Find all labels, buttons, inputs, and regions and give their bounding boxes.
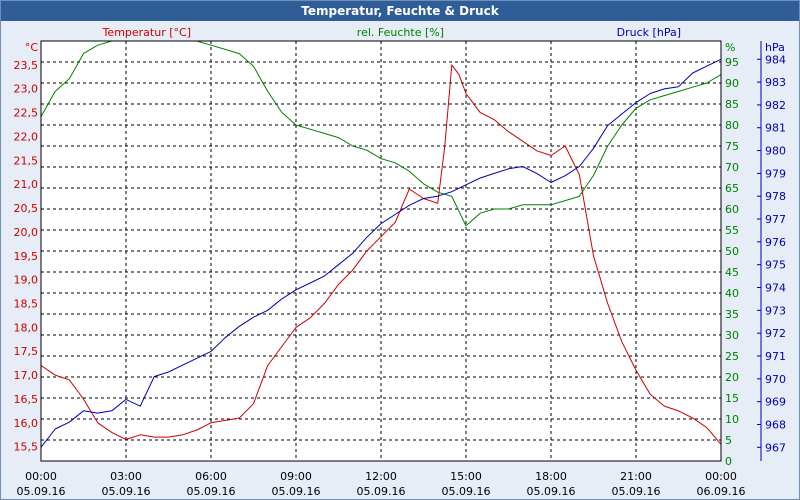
tick-labels: 00:00 05.09.16 03:00 05.09.16 06:00 05.09.16 0… [14,53,787,498]
plot-border [40,40,722,462]
pressure-tick-label: 968 [765,418,786,431]
x-tick-date: 05.09.16 [357,485,406,498]
pressure-tick-label: 972 [765,327,786,340]
pressure-tick-label: 967 [765,441,786,454]
temperature-tick-label: 21,5 [14,154,39,167]
temperature-tick-label: 18,0 [14,321,39,334]
humidity-tick-label: 65 [725,182,739,195]
pressure-tick-label: 982 [765,99,786,112]
temperature-tick-label: 17,5 [14,345,39,358]
pressure-line [40,58,722,448]
temperature-line [40,64,722,445]
temperature-tick-label: 23,0 [14,83,39,96]
temperature-tick-label: 17,0 [14,369,39,382]
x-tick-time: 21:00 [620,470,652,483]
humidity-tick-label: 15 [725,392,739,405]
pressure-tick-label: 979 [765,167,786,180]
temperature-tick-label: 20,5 [14,202,39,215]
x-tick-date: 05.09.16 [102,485,151,498]
x-tick-date: 05.09.16 [527,485,576,498]
pressure-tick-label: 970 [765,373,786,386]
temperature-tick-label: 21,0 [14,178,39,191]
x-tick-time: 12:00 [365,470,397,483]
x-tick-time: 09:00 [280,470,312,483]
pressure-tick-label: 981 [765,122,786,135]
humidity-tick-label: 20 [725,371,739,384]
x-tick-date: 06.09.16 [697,485,746,498]
temperature-tick-label: 22,0 [14,130,39,143]
humidity-tick-label: 75 [725,140,739,153]
x-tick-time: 00:00 [705,470,737,483]
pressure-tick-label: 980 [765,145,786,158]
x-tick-date: 05.09.16 [612,485,661,498]
humidity-tick-label: 50 [725,245,739,258]
pressure-tick-label: 983 [765,76,786,89]
temperature-tick-label: 18,5 [14,298,39,311]
temperature-tick-label: 23,5 [14,59,39,72]
x-tick-time: 18:00 [535,470,567,483]
humidity-tick-label: 85 [725,98,739,111]
humidity-tick-label: 30 [725,329,739,342]
humidity-unit-label: % [725,41,735,54]
x-tick-date: 05.09.16 [442,485,491,498]
humidity-tick-label: 25 [725,350,739,363]
pressure-tick-label: 969 [765,396,786,409]
chart-title: Temperatur, Feuchte & Druck [1,1,799,21]
humidity-axis-title: rel. Feuchte [%] [357,26,444,39]
temperature-tick-label: 15,5 [14,441,39,454]
x-tick-date: 05.09.16 [187,485,236,498]
temperature-tick-label: 19,0 [14,274,39,287]
x-tick-date: 05.09.16 [17,485,66,498]
temperature-axis-title: Temperatur [°C] [102,26,191,39]
x-tick-time: 00:00 [25,470,57,483]
pressure-axis-title: Druck [hPa] [617,26,681,39]
humidity-tick-label: 90 [725,77,739,90]
temperature-tick-label: 16,5 [14,393,39,406]
humidity-tick-label: 80 [725,119,739,132]
temperature-tick-label: 19,5 [14,250,39,263]
humidity-tick-label: 35 [725,308,739,321]
pressure-tick-label: 975 [765,259,786,272]
pressure-tick-label: 976 [765,236,786,249]
humidity-tick-label: 10 [725,413,739,426]
humidity-tick-label: 40 [725,287,739,300]
x-tick-date: 05.09.16 [272,485,321,498]
pressure-tick-label: 971 [765,350,786,363]
humidity-tick-label: 5 [725,434,732,447]
pressure-tick-label: 984 [765,53,786,66]
humidity-tick-label: 45 [725,266,739,279]
humidity-tick-label: 60 [725,203,739,216]
grid-lines [41,41,721,461]
humidity-tick-label: 70 [725,161,739,174]
pressure-unit-label: hPa [765,41,785,54]
pressure-tick-label: 977 [765,213,786,226]
temperature-unit-label: °C [25,41,39,54]
pressure-tick-label: 973 [765,304,786,317]
temperature-tick-label: 22,5 [14,107,39,120]
humidity-tick-label: 55 [725,224,739,237]
x-tick-time: 15:00 [450,470,482,483]
x-tick-time: 06:00 [195,470,227,483]
temperature-tick-label: 16,0 [14,417,39,430]
humidity-tick-label: 95 [725,56,739,69]
pressure-tick-label: 974 [765,282,786,295]
x-tick-time: 03:00 [110,470,142,483]
humidity-tick-label: 0 [725,455,732,468]
temperature-tick-label: 20,0 [14,226,39,239]
pressure-tick-label: 978 [765,190,786,203]
